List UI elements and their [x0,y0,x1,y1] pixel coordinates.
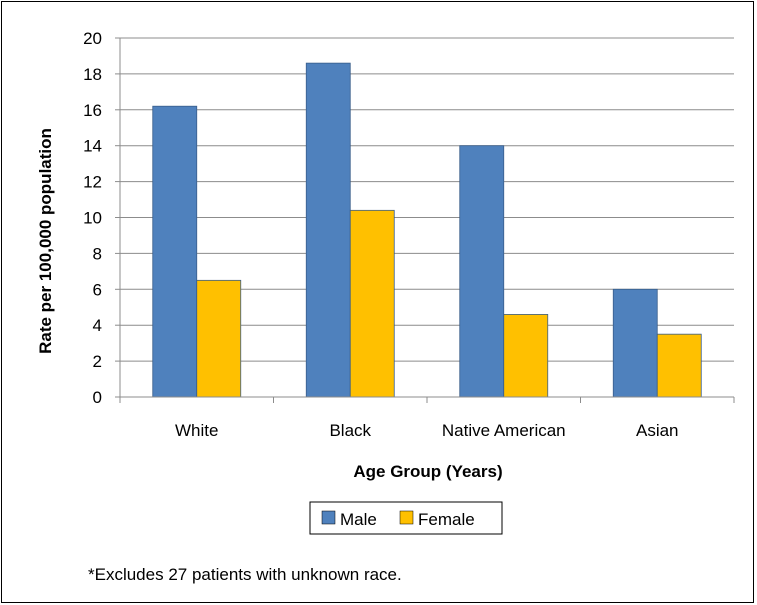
bar-male-asian [612,288,658,398]
bar-female-white [196,279,242,398]
bar-male-black [305,62,351,398]
x-tick-marks [119,397,735,403]
y-tick-label: 6 [93,280,102,299]
x-axis-title: Age Group (Years) [353,462,502,481]
x-tick-label: White [175,421,218,440]
y-tick-label: 10 [83,209,102,228]
x-tick-labels: White Black Native American Asian [175,421,679,440]
bar-female-black [349,209,395,398]
bar-male-white [152,105,198,398]
bars [152,62,702,398]
y-tick-label: 16 [83,101,102,120]
y-tick-label: 20 [83,29,102,48]
y-tick-label: 18 [83,65,102,84]
y-tick-label: 2 [93,352,102,371]
y-tick-label: 8 [93,244,102,263]
bar-male-native-american [459,145,505,398]
y-tick-label: 12 [83,173,102,192]
y-tick-labels: 0 2 4 6 8 10 12 14 16 18 20 [83,29,102,407]
legend: Male Female [309,501,503,535]
bar-female-native-american [503,314,549,398]
legend-label-female: Female [418,510,475,529]
y-tick-label: 0 [93,388,102,407]
x-tick-label: Black [329,421,371,440]
bar-female-asian [656,333,702,398]
y-tick-label: 14 [83,137,102,156]
legend-swatch-female [399,510,414,525]
y-axis-title: Rate per 100,000 population [36,128,55,354]
x-tick-label: Native American [442,421,566,440]
y-tick-label: 4 [93,316,102,335]
x-tick-label: Asian [636,421,679,440]
legend-swatch-male [321,510,336,525]
footnote: *Excludes 27 patients with unknown race. [88,565,402,584]
legend-label-male: Male [340,510,377,529]
